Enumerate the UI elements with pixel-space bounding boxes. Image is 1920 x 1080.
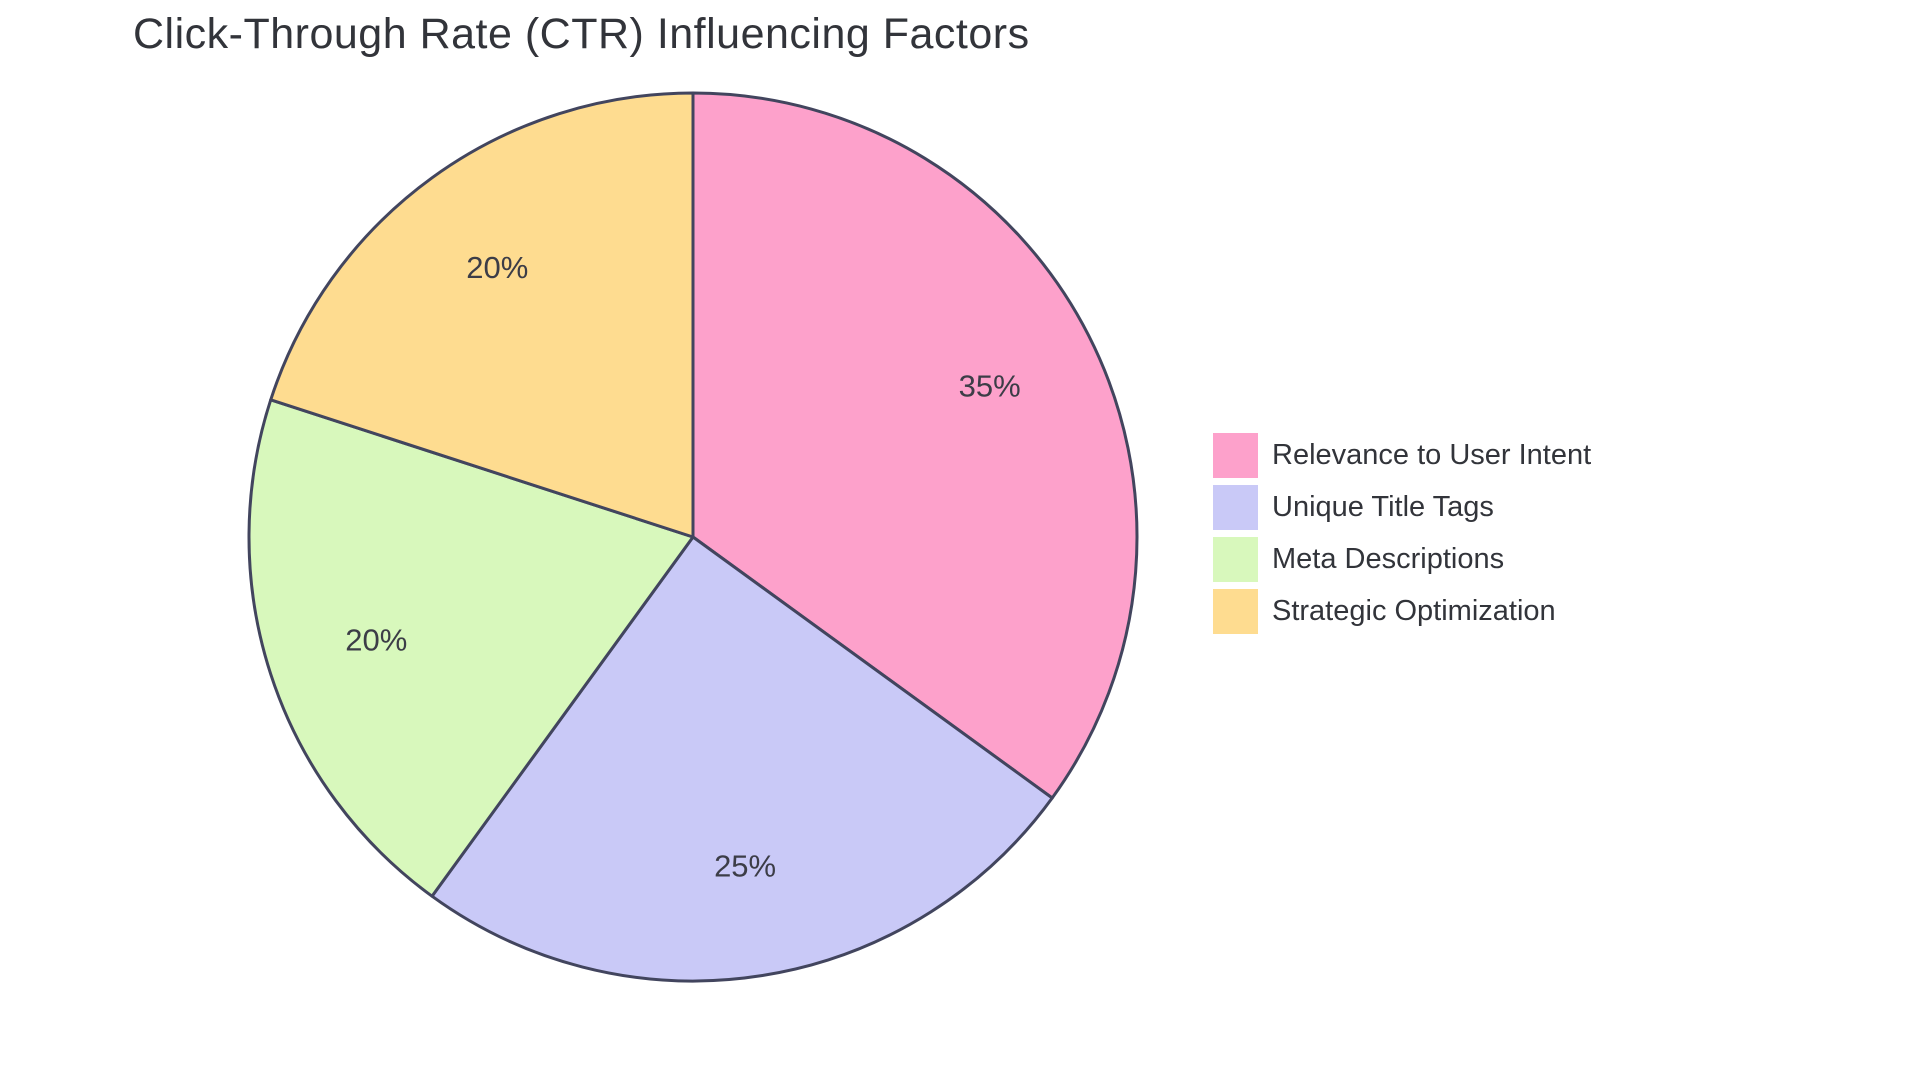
pie-slice-pct-label: 25% [714,848,776,883]
chart-title: Click-Through Rate (CTR) Influencing Fac… [133,10,1030,58]
pie-slice [430,535,1054,983]
legend-item: Relevance to User Intent [1213,433,1591,478]
legend-label: Meta Descriptions [1272,543,1505,575]
pie-slice [269,91,695,539]
pie-slice-pct-label: 35% [959,368,1021,403]
legend-label: Strategic Optimization [1272,595,1556,627]
legend-swatch [1213,537,1258,582]
legend-swatch [1213,485,1258,530]
pie-slice [691,91,1139,800]
legend-item: Meta Descriptions [1213,537,1591,582]
legend-label: Relevance to User Intent [1272,439,1592,471]
legend-label: Unique Title Tags [1272,491,1494,523]
legend: Relevance to User Intent Unique Title Ta… [1213,433,1591,634]
pie-slice-pct-label: 20% [466,250,528,285]
legend-item: Strategic Optimization [1213,589,1591,634]
legend-swatch [1213,433,1258,478]
legend-swatch [1213,589,1258,634]
pie-slice-pct-label: 20% [345,622,407,657]
pie-slice [247,398,695,898]
legend-item: Unique Title Tags [1213,485,1591,530]
